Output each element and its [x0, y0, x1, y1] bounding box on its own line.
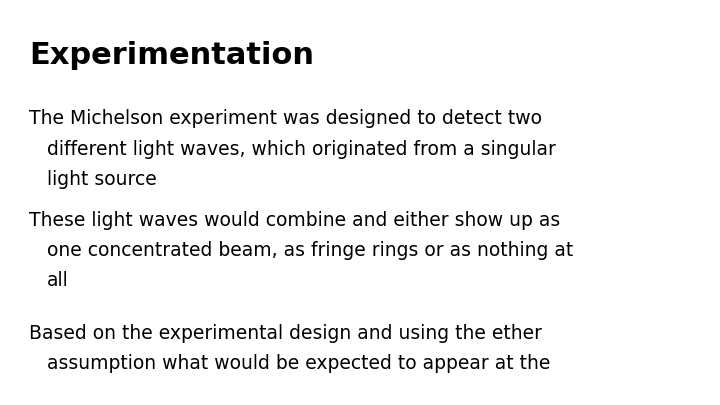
Text: light source: light source — [47, 170, 156, 189]
Text: Based on the experimental design and using the ether: Based on the experimental design and usi… — [29, 324, 541, 343]
Text: The Michelson experiment was designed to detect two: The Michelson experiment was designed to… — [29, 109, 541, 128]
Text: different light waves, which originated from a singular: different light waves, which originated … — [47, 140, 556, 159]
Text: These light waves would combine and either show up as: These light waves would combine and eith… — [29, 211, 560, 230]
Text: Experimentation: Experimentation — [29, 40, 314, 70]
Text: assumption what would be expected to appear at the: assumption what would be expected to app… — [47, 354, 550, 373]
Text: one concentrated beam, as fringe rings or as nothing at: one concentrated beam, as fringe rings o… — [47, 241, 573, 260]
Text: all: all — [47, 271, 68, 290]
